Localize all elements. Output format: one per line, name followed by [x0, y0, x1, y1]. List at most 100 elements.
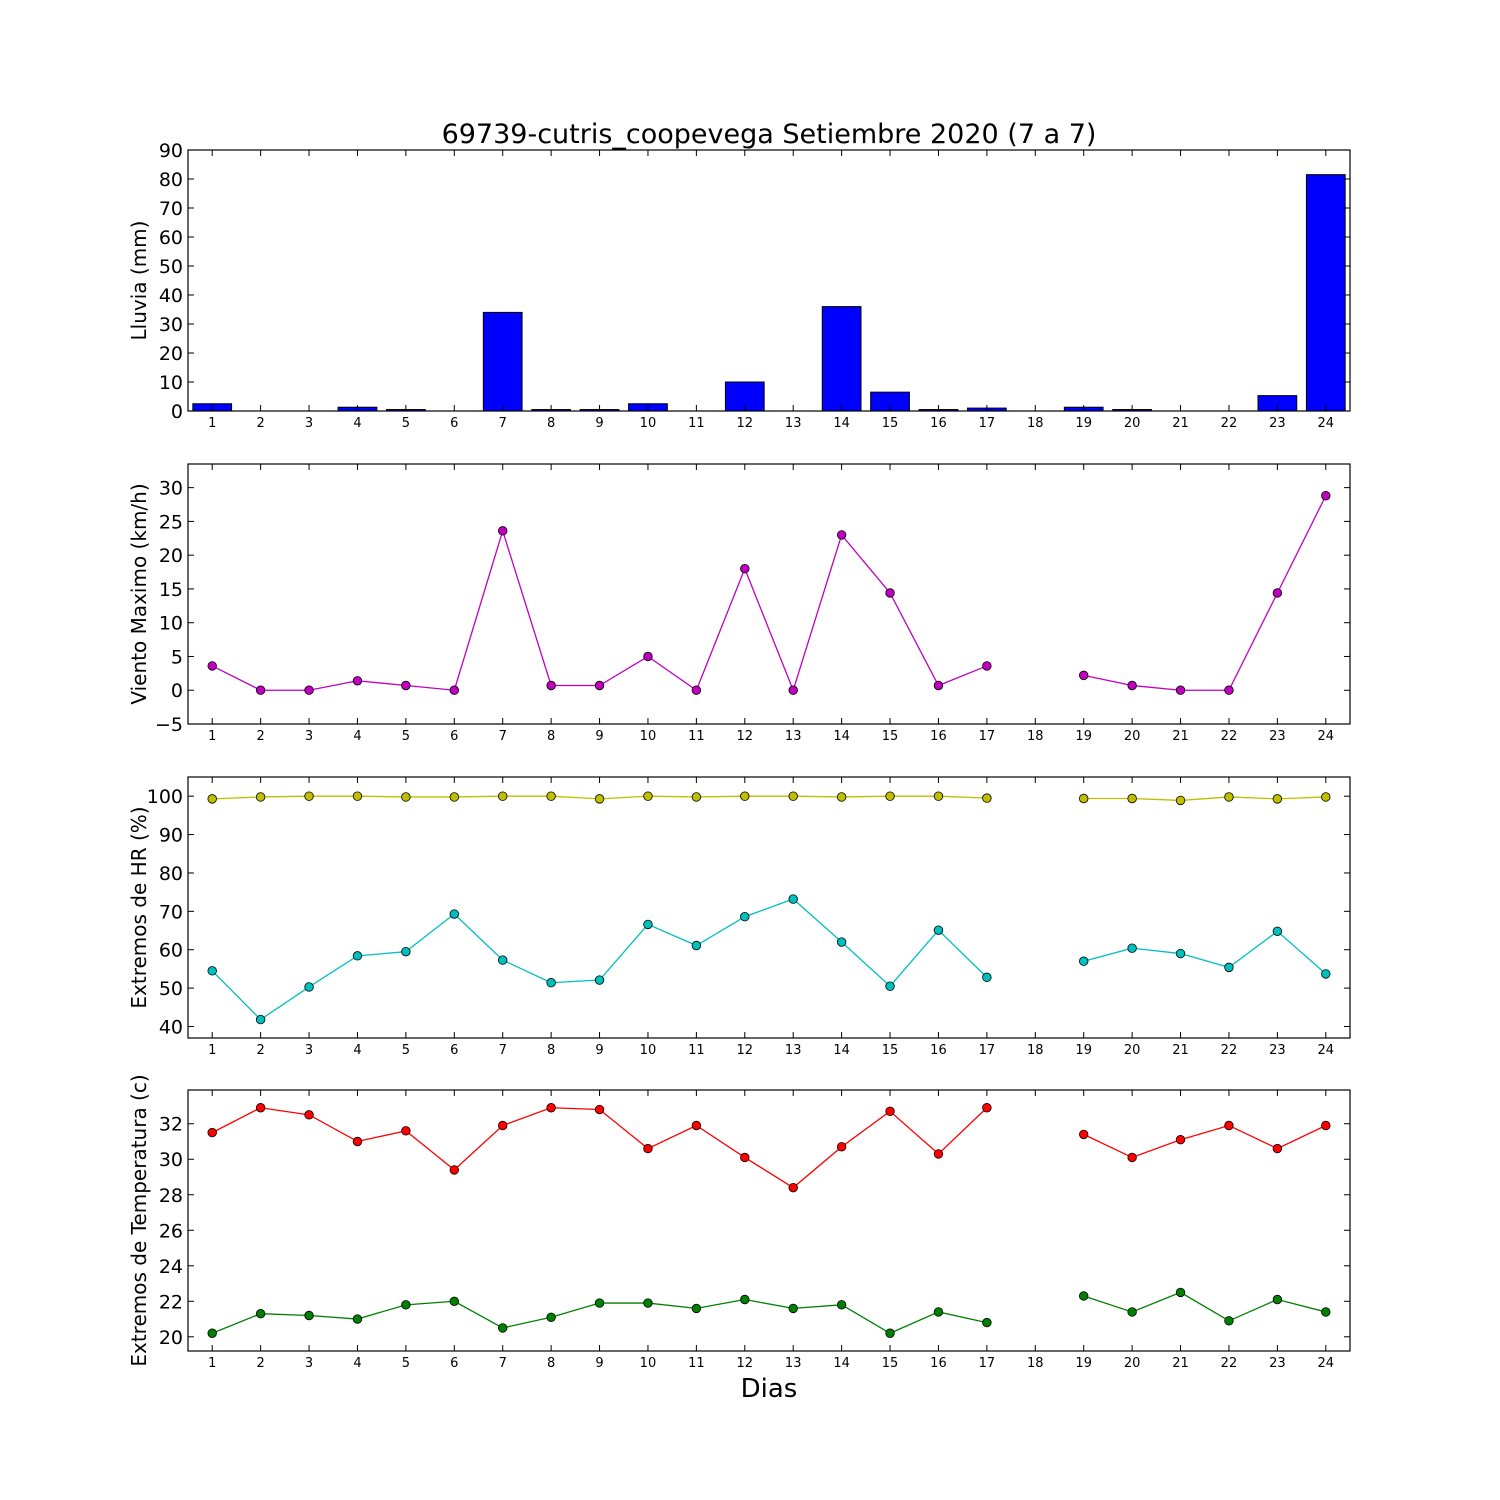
series-1-point-day-7	[498, 955, 508, 965]
series-0-point-day-21	[1175, 795, 1186, 806]
series-0-point-day-16	[933, 1149, 944, 1159]
series-0-point-day-15	[885, 588, 895, 598]
series-0-point-day-4	[352, 676, 363, 686]
chart-title: 69739-cutris_coopevega Setiembre 2020 (7…	[442, 119, 1097, 150]
series-0-point-day-15	[885, 791, 895, 801]
bar-day-24	[1305, 174, 1346, 412]
x-tick-label: 3	[305, 1356, 313, 1371]
series-1-point-day-11	[691, 1303, 702, 1314]
series-1-point-day-7	[498, 1323, 508, 1333]
series-0-point-day-11	[691, 792, 702, 802]
series-1-point-day-10	[643, 1298, 653, 1308]
x-tick-label: 18	[1027, 416, 1044, 431]
series-0-point-day-24	[1321, 1120, 1331, 1131]
x-tick-label: 1	[208, 416, 216, 431]
series-0-line-segment-1	[1083, 495, 1327, 691]
x-tick-label: 22	[1221, 416, 1238, 431]
x-tick-label: 5	[402, 416, 410, 431]
series-0-point-day-21	[1175, 1135, 1186, 1145]
series-0-point-day-1	[207, 661, 217, 671]
x-tick-label: 10	[640, 416, 657, 431]
series-1-point-day-12	[740, 1294, 750, 1305]
x-tick-label: 17	[979, 1356, 996, 1371]
x-axis-label: Dias	[741, 1374, 798, 1404]
x-tick-label: 4	[353, 416, 361, 431]
x-tick-label: 15	[882, 729, 899, 744]
x-tick-label: 4	[353, 729, 361, 744]
series-0-point-day-17	[982, 1103, 992, 1113]
x-tick-label: 13	[785, 416, 802, 431]
x-tick-label: 12	[737, 416, 754, 431]
x-tick-label: 16	[930, 729, 947, 744]
x-tick-label: 11	[688, 416, 705, 431]
x-tick-label: 9	[595, 1043, 603, 1058]
series-0-point-day-12	[740, 791, 750, 801]
x-tick-label: 2	[256, 1356, 264, 1371]
series-0-point-day-17	[982, 661, 992, 671]
axes-frame	[187, 1089, 1351, 1352]
y-axis-label: Lluvia (mm)	[127, 221, 151, 341]
y-tick-label: 24	[159, 1256, 183, 1278]
x-tick-label: 18	[1027, 729, 1044, 744]
series-0-point-day-19	[1079, 670, 1089, 681]
y-tick-label: 32	[159, 1114, 183, 1136]
x-tick-label: 20	[1124, 1356, 1141, 1371]
x-tick-label: 1	[208, 1356, 216, 1371]
y-tick-label: 5	[171, 646, 183, 668]
series-0-point-day-1	[207, 794, 217, 804]
series-1-point-day-4	[352, 1314, 363, 1324]
series-0-point-day-23	[1272, 588, 1283, 598]
y-tick-label: 20	[159, 343, 183, 365]
series-0-point-day-23	[1272, 1143, 1283, 1154]
series-0-point-day-11	[691, 1120, 702, 1131]
series-1-point-day-6	[449, 909, 459, 919]
x-tick-label: 13	[785, 1356, 802, 1371]
x-tick-label: 14	[833, 729, 850, 744]
series-0-point-day-9	[594, 1104, 605, 1115]
y-tick-label: 10	[159, 613, 183, 635]
series-0-point-day-7	[498, 1120, 508, 1131]
y-axis-label: Viento Maximo (km/h)	[127, 483, 151, 704]
x-tick-label: 5	[402, 729, 410, 744]
series-0-line-segment-0	[211, 528, 988, 693]
x-tick-label: 5	[402, 1043, 410, 1058]
series-1-point-day-17	[982, 972, 992, 983]
series-1-point-day-21	[1175, 1287, 1186, 1298]
series-1-point-day-10	[643, 919, 653, 930]
x-tick-label: 15	[882, 1356, 899, 1371]
series-0-point-day-22	[1224, 792, 1234, 802]
series-1-point-day-4	[352, 951, 363, 961]
x-tick-label: 14	[833, 1356, 850, 1371]
series-1-point-day-8	[546, 978, 556, 988]
y-tick-label: 70	[159, 901, 183, 923]
series-1-line-segment-1	[1083, 1291, 1326, 1322]
x-tick-label: 21	[1172, 1043, 1189, 1058]
x-tick-label: 7	[499, 416, 507, 431]
series-0-point-day-21	[1175, 685, 1186, 695]
series-1-point-day-15	[885, 981, 895, 991]
series-1-point-day-17	[982, 1317, 992, 1328]
x-tick-label: 21	[1172, 729, 1189, 744]
x-tick-label: 19	[1075, 1043, 1092, 1058]
series-0-point-day-13	[788, 791, 798, 801]
y-tick-label: 40	[159, 285, 183, 307]
series-1-point-day-20	[1127, 1307, 1137, 1317]
series-1-point-day-13	[788, 894, 798, 904]
series-0-point-day-16	[933, 791, 944, 801]
series-1-point-day-1	[207, 1328, 217, 1338]
y-tick-label: 0	[171, 401, 183, 423]
series-0-point-day-16	[933, 680, 944, 691]
series-1-point-day-9	[594, 1298, 605, 1308]
series-0-point-day-8	[546, 1103, 556, 1113]
y-tick-label: 25	[159, 511, 183, 533]
y-tick-label: 26	[159, 1220, 183, 1242]
series-0-point-day-9	[594, 680, 605, 691]
x-tick-label: 6	[450, 1356, 458, 1371]
y-tick-label: 50	[159, 978, 183, 1000]
series-0-point-day-20	[1127, 793, 1137, 804]
x-tick-label: 3	[305, 416, 313, 431]
series-1-point-day-24	[1321, 969, 1331, 979]
x-tick-label: 19	[1075, 729, 1092, 744]
series-0-point-day-7	[498, 791, 508, 801]
